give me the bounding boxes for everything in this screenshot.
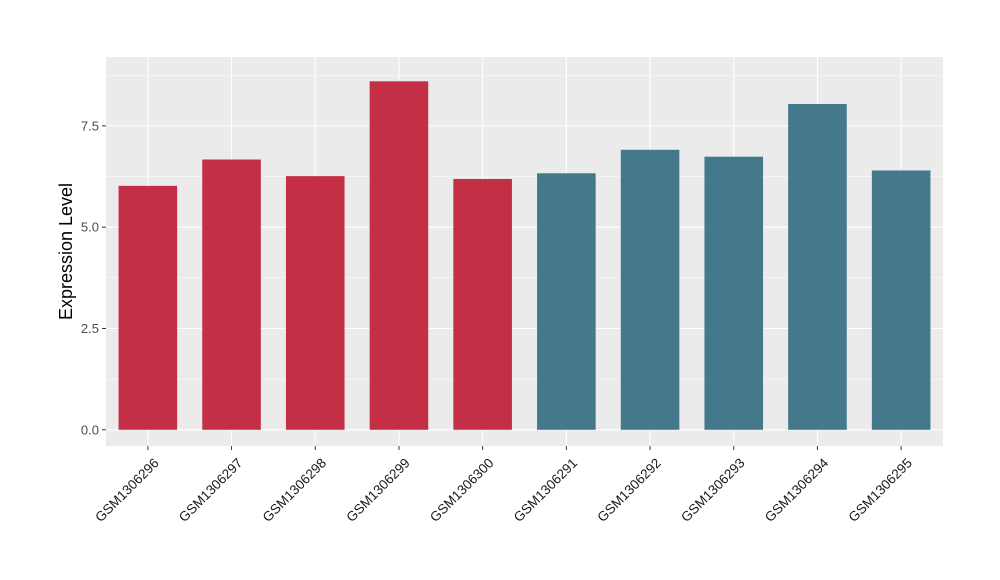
bars [118, 81, 931, 430]
x-tick-label: GSM1306293 [678, 455, 748, 525]
x-axis-ticks: GSM1306296 GSM1306297 GSM1306298 GSM1306299… [92, 446, 915, 525]
x-tick-label: GSM1306294 [762, 455, 832, 525]
bar-GSM1306294 [788, 104, 847, 430]
x-tick-label: GSM1306291 [511, 455, 581, 525]
y-tick-label: 2.5 [81, 321, 99, 336]
y-axis-title: Expression Level [56, 183, 76, 320]
bar-GSM1306298 [285, 176, 345, 430]
bar-GSM1306291 [537, 173, 596, 430]
bar-GSM1306292 [620, 149, 680, 430]
y-tick-label: 7.5 [81, 118, 99, 133]
bar-GSM1306297 [202, 159, 261, 430]
bar-GSM1306300 [453, 178, 512, 430]
x-tick-label: GSM1306296 [92, 455, 162, 525]
bar-GSM1306295 [871, 170, 931, 430]
x-tick-label: GSM1306295 [846, 455, 916, 525]
y-axis-ticks: 0.0 2.5 5.0 7.5 [81, 118, 106, 437]
bar-GSM1306299 [369, 81, 429, 430]
y-tick-label: 5.0 [81, 220, 99, 235]
bar-GSM1306293 [704, 156, 764, 430]
bar-GSM1306296 [118, 185, 178, 430]
x-tick-label: GSM1306300 [427, 455, 497, 525]
x-tick-label: GSM1306299 [343, 455, 413, 525]
y-tick-label: 0.0 [81, 422, 99, 437]
x-tick-label: GSM1306297 [176, 455, 246, 525]
x-tick-label: GSM1306298 [260, 455, 330, 525]
x-tick-label: GSM1306292 [594, 455, 664, 525]
